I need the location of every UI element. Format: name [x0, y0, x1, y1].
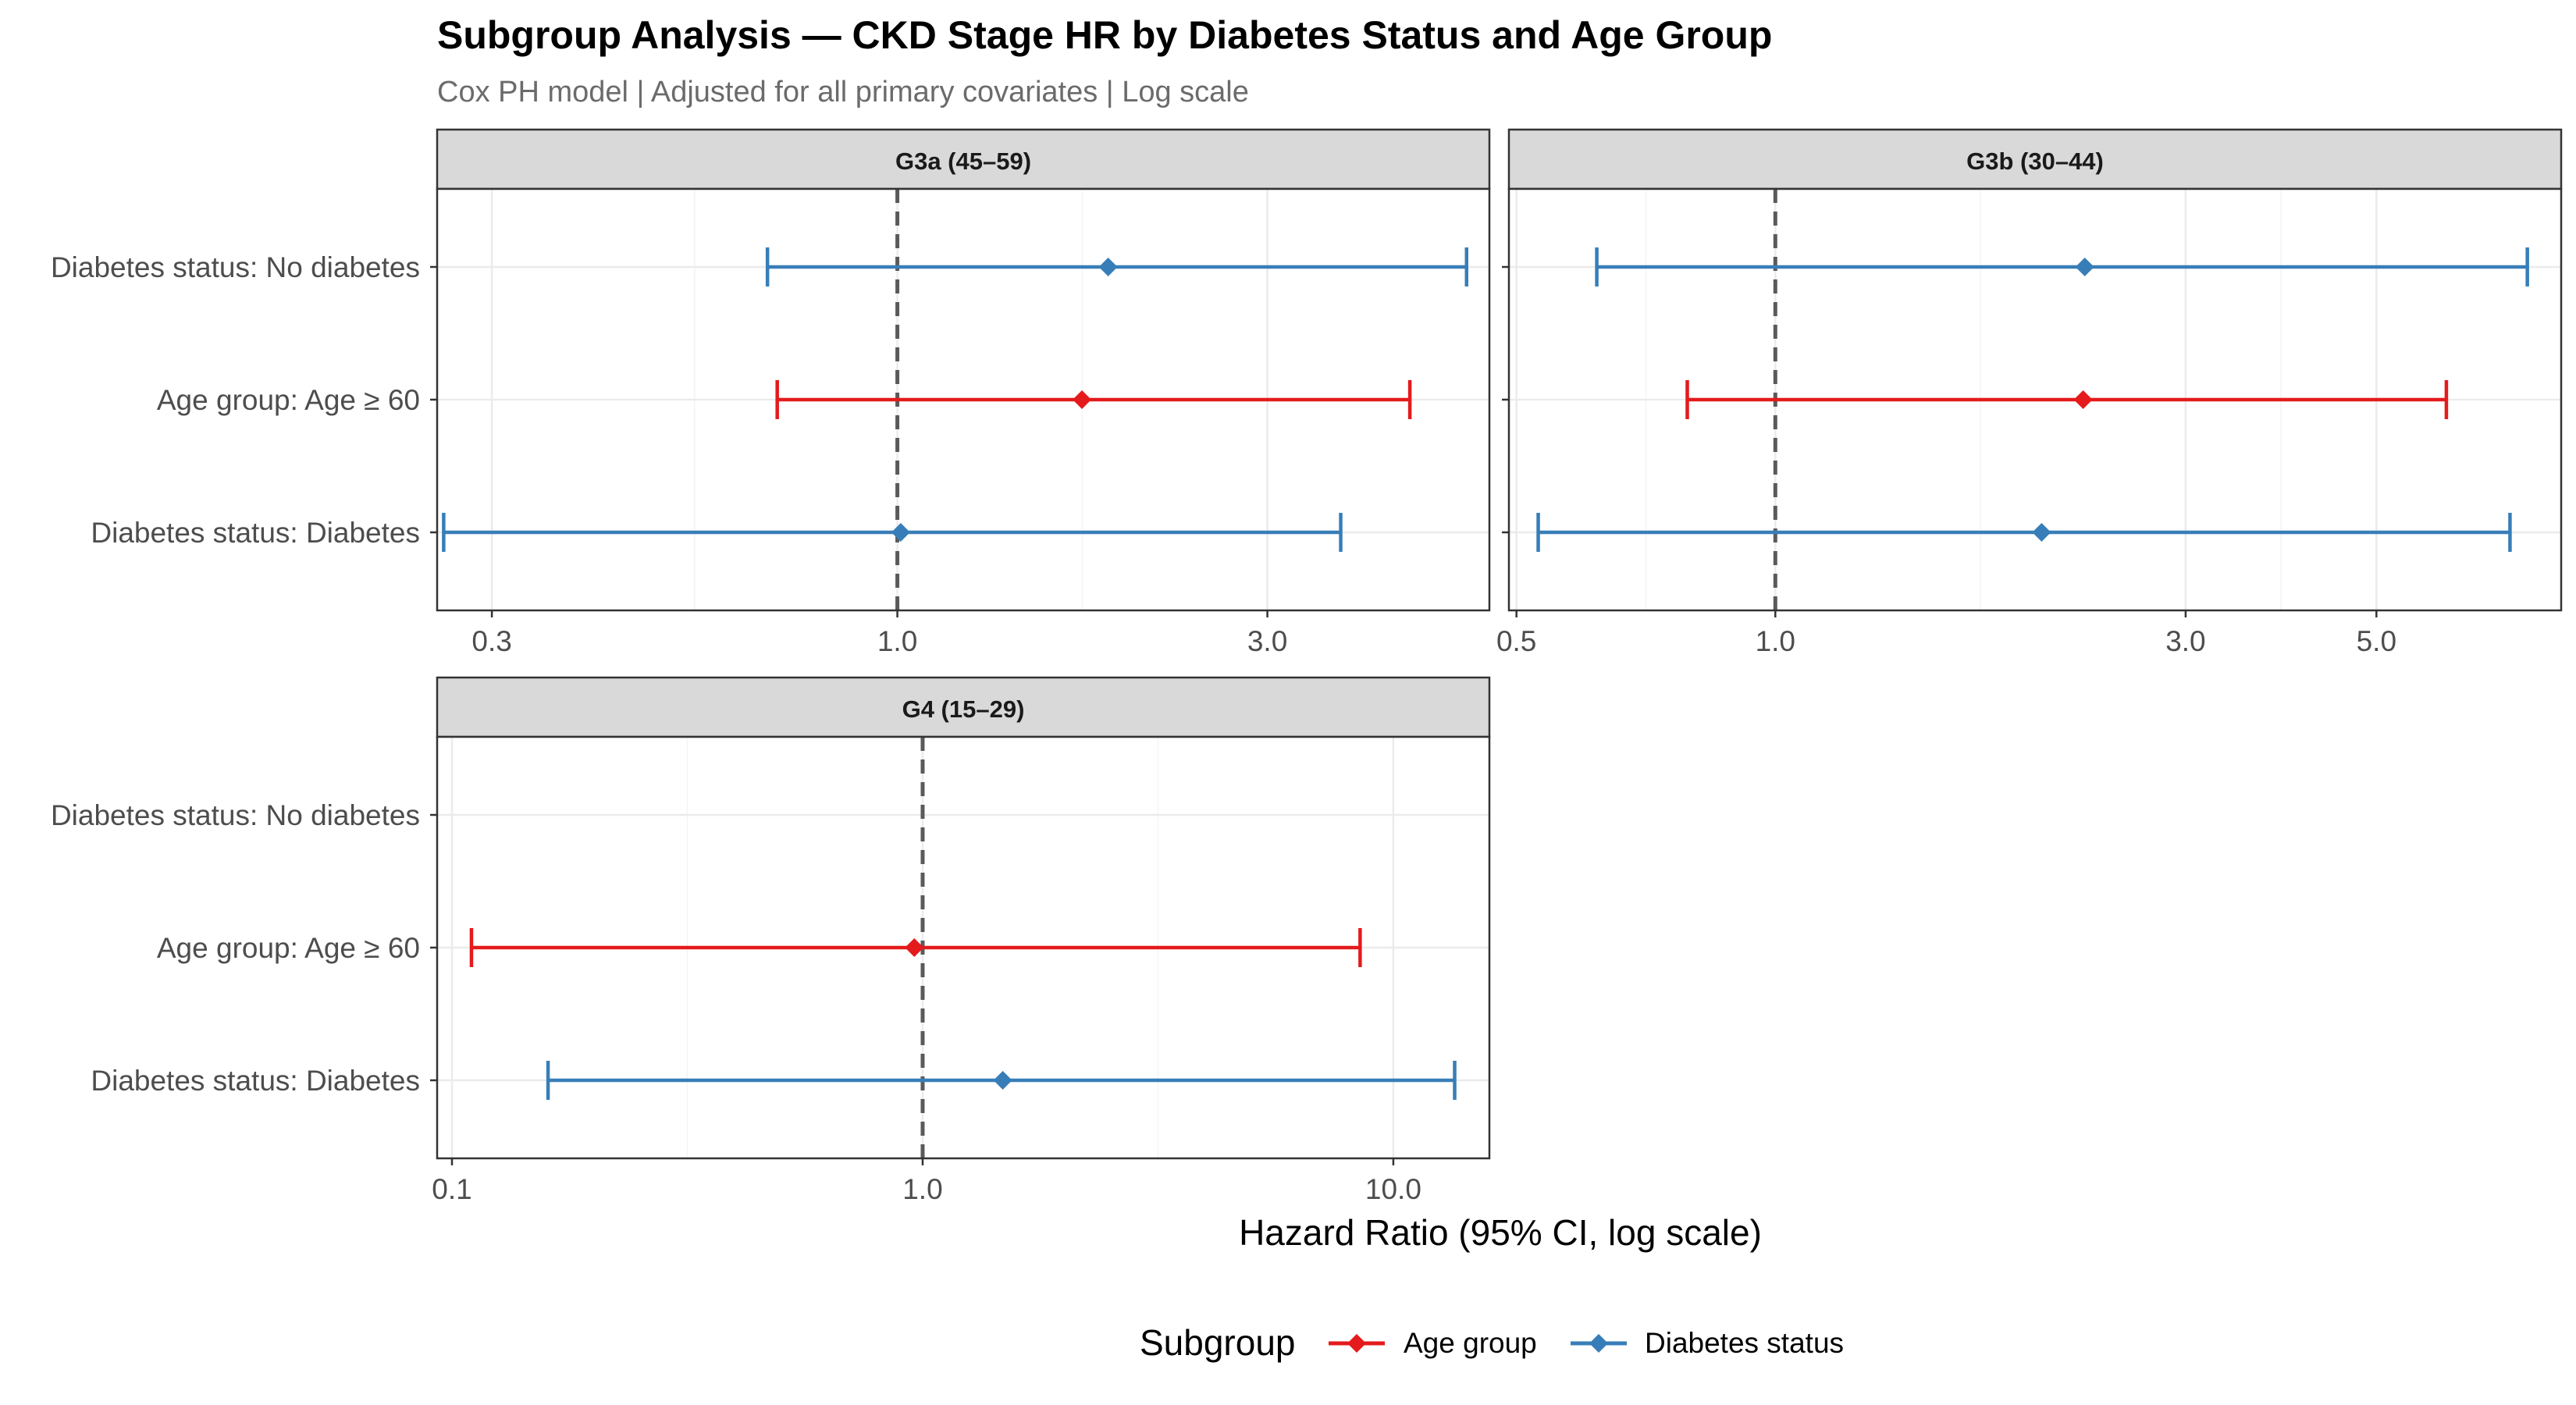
facet-strip	[436, 128, 1491, 190]
hr-point	[905, 938, 924, 957]
legend-label-diabetes-status: Diabetes status	[1645, 1327, 1844, 1359]
chart-subtitle: Cox PH model | Adjusted for all primary …	[437, 76, 1249, 108]
ci-age-group-age-60	[1685, 380, 2449, 419]
facet-panels: G3a (45–59) Diabetes status: No diabetes A…	[51, 128, 2563, 1205]
ci-diabetes-status-no-diabetes	[1595, 247, 2529, 286]
y-tick-label: Diabetes status: No diabetes	[51, 251, 420, 283]
facet-strip-label: G4 (15–29)	[902, 695, 1025, 723]
legend-title: Subgroup	[1140, 1322, 1296, 1363]
y-tick-label: Age group: Age ≥ 60	[157, 384, 420, 416]
hr-point	[1073, 390, 1092, 409]
x-tick-label: 0.3	[471, 625, 511, 657]
hr-point	[891, 523, 910, 542]
legend-label-age-group: Age group	[1404, 1327, 1537, 1359]
facet-strip	[436, 676, 1491, 738]
x-tick-label: 5.0	[2357, 625, 2396, 657]
ci-diabetes-status-diabetes	[442, 513, 1343, 552]
facet-strip	[1507, 128, 2563, 190]
x-tick-label: 0.1	[432, 1173, 471, 1205]
facet-strip-label: G3b (30–44)	[1966, 148, 2104, 175]
chart-title: Subgroup Analysis — CKD Stage HR by Diab…	[437, 13, 1772, 57]
y-tick-label: Age group: Age ≥ 60	[157, 932, 420, 964]
x-tick-label: 10.0	[1365, 1173, 1421, 1205]
y-tick-label: Diabetes status: No diabetes	[51, 799, 420, 831]
legend: Subgroup Age group Diabetes status	[1140, 1322, 1844, 1363]
ci-diabetes-status-diabetes	[546, 1061, 1457, 1100]
x-tick-label: 0.5	[1496, 625, 1536, 657]
x-tick-label: 1.0	[902, 1173, 942, 1205]
ci-age-group-age-60	[469, 928, 1362, 967]
facet-panel-g4-15-29: G4 (15–29) Diabetes status: No diabetes Ag…	[51, 676, 1491, 1205]
legend-key-diamond	[1347, 1334, 1366, 1353]
hr-point	[993, 1071, 1012, 1090]
facet-panel-g3a-45-59: G3a (45–59) Diabetes status: No diabetes A…	[51, 128, 1491, 657]
panel-border	[436, 735, 1491, 1160]
ci-diabetes-status-no-diabetes	[765, 247, 1469, 286]
facet-panel-g3b-30-44: G3b (30–44) 0.5 1.0 3.0 5.0	[1496, 128, 2563, 657]
facet-strip-label: G3a (45–59)	[895, 148, 1031, 175]
hr-point	[2073, 390, 2093, 409]
x-tick-label: 3.0	[2165, 625, 2205, 657]
y-tick-label: Diabetes status: Diabetes	[91, 1065, 420, 1097]
ci-diabetes-status-diabetes	[1536, 513, 2512, 552]
panel-border	[1507, 187, 2563, 612]
legend-item-diabetes-status: Diabetes status	[1571, 1327, 1844, 1359]
legend-key-diamond	[1589, 1334, 1608, 1353]
x-tick-label: 1.0	[1756, 625, 1795, 657]
ci-age-group-age-60	[775, 380, 1412, 419]
hr-point	[1098, 258, 1118, 276]
x-tick-label: 1.0	[877, 625, 917, 657]
panel-border	[436, 187, 1491, 612]
hr-point	[2032, 523, 2051, 542]
legend-item-age-group: Age group	[1329, 1327, 1537, 1359]
x-tick-label: 3.0	[1247, 625, 1287, 657]
y-tick-label: Diabetes status: Diabetes	[91, 517, 420, 549]
x-axis-title: Hazard Ratio (95% CI, log scale)	[1239, 1212, 1762, 1253]
hr-point	[2075, 258, 2094, 276]
